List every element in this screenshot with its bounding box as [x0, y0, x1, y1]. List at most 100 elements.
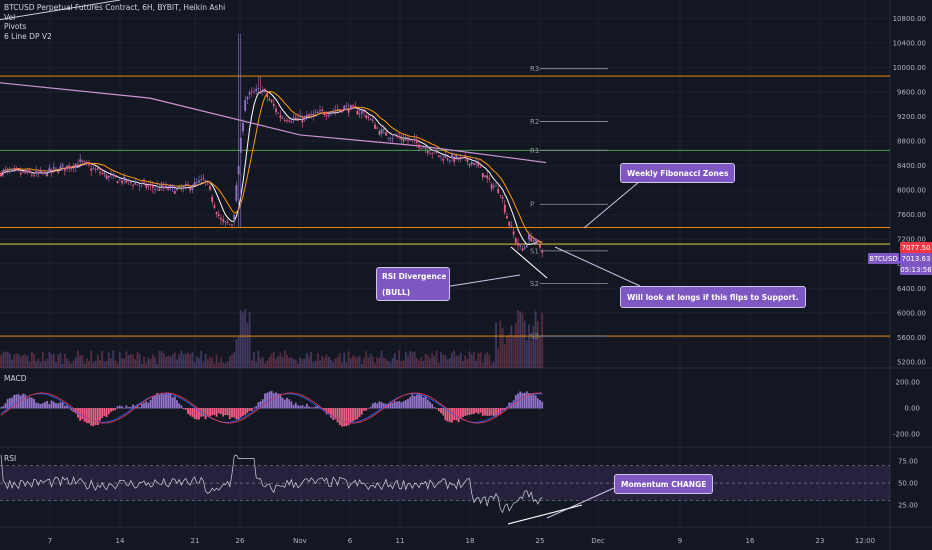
volume-bar [96, 355, 99, 368]
callout-rsi-divergence-line2: (BULL) [382, 287, 411, 297]
candle-body [176, 188, 178, 191]
candle-body [206, 183, 209, 185]
candle-body [393, 134, 396, 136]
candle-body [336, 109, 339, 110]
candle-body [112, 174, 115, 177]
candle-body [385, 132, 387, 136]
volume-bar [292, 359, 295, 368]
rsi-line [0, 454, 543, 514]
volume-bar [206, 359, 209, 368]
candle-body [6, 169, 9, 171]
volume-bar [336, 357, 339, 368]
candle-body [191, 187, 194, 190]
volume-bar [404, 351, 407, 368]
volume-bar [180, 350, 183, 368]
time-tick-label: Dec [591, 537, 605, 545]
candle-body [246, 97, 249, 100]
macd-histogram-bar [525, 391, 528, 409]
volume-bar [288, 357, 291, 368]
volume-bar [28, 361, 31, 368]
macd-histogram-bar [239, 408, 242, 418]
macd-histogram-bar [184, 408, 187, 410]
volume-bar [435, 350, 438, 368]
volume-bar [345, 361, 348, 368]
macd-histogram-bar [354, 408, 357, 420]
candle-body [481, 173, 484, 178]
candle-body [312, 113, 315, 116]
pivot-levels: R3 R2 R1 P S1 S2 S3 [530, 65, 608, 341]
volume-bar [63, 353, 66, 368]
callout-momentum[interactable]: Momentum CHANGE [614, 474, 714, 494]
candle-body [92, 168, 95, 170]
volume-bar [222, 362, 225, 368]
candle-body [528, 234, 530, 240]
candle-body [448, 160, 451, 162]
candle-body [308, 114, 310, 117]
macd-histogram-bar [376, 403, 379, 409]
volume-bar [308, 356, 310, 368]
macd-histogram-bar [442, 408, 445, 416]
candle-body [0, 172, 2, 177]
volume-bar [270, 353, 273, 368]
callout-longs[interactable]: Will look at longs if this flips to Supp… [620, 286, 806, 308]
volume-bar [391, 357, 394, 368]
price-tag-red: 7077.50 [900, 242, 932, 253]
candle-body [268, 98, 271, 101]
candle-body [420, 148, 423, 150]
macd-histogram-bar [323, 408, 326, 410]
candle-body [283, 120, 286, 121]
macd-histogram-bar [162, 394, 165, 409]
volume-bar [420, 357, 423, 368]
volume-bar [277, 356, 280, 368]
candle-body [55, 167, 57, 169]
volume-bar [514, 323, 517, 368]
candle-body [156, 186, 159, 187]
macd-histogram-bar [149, 399, 152, 409]
candle-body [345, 105, 348, 107]
candle-body [382, 129, 385, 130]
macd-histogram-bar [541, 401, 544, 409]
macd-histogram-bar [132, 404, 134, 409]
candle-body [376, 127, 379, 129]
candle-body [149, 184, 152, 186]
pivot-label-s2: S2 [530, 280, 539, 288]
candle-body [369, 118, 372, 120]
macd-histogram-bar [6, 399, 9, 409]
candle-body [125, 179, 128, 183]
volume-bar [253, 352, 255, 368]
time-tick-label: 18 [466, 537, 475, 545]
macd-histogram-bar [30, 397, 33, 409]
candle-body [114, 174, 117, 178]
candle-body [415, 139, 418, 143]
callout-rsi-divergence[interactable]: RSI Divergence (BULL) [376, 267, 450, 301]
time-tick-label: 21 [191, 537, 200, 545]
volume-bar [457, 355, 460, 368]
callout-fibonacci-zones[interactable]: Weekly Fibonacci Zones [620, 163, 736, 183]
candle-body [195, 182, 198, 184]
candle-body [484, 175, 486, 178]
candle-body [323, 113, 326, 115]
volume-bar [396, 360, 398, 368]
volume-bar [15, 353, 18, 368]
candle-body [41, 172, 44, 174]
candle-body [57, 171, 60, 173]
macd-histogram-bar [198, 408, 200, 420]
macd-histogram-bar [332, 408, 335, 420]
volume-bar [448, 358, 451, 368]
candle-body [264, 89, 266, 91]
divergence-line-rsi [507, 504, 583, 525]
volume-bar [55, 362, 57, 368]
macd-signal-line [0, 392, 543, 424]
volume-bar [429, 358, 431, 368]
volume-bar [74, 357, 77, 368]
candle-body [132, 185, 134, 187]
volume-bar [334, 358, 337, 368]
candle-body [468, 163, 471, 166]
volume-bar [433, 356, 436, 368]
pivot-label-p: P [530, 201, 534, 209]
volume-bar [330, 359, 332, 368]
candle-body [281, 117, 284, 119]
volume-bar [184, 353, 187, 368]
candle-body [101, 173, 104, 175]
